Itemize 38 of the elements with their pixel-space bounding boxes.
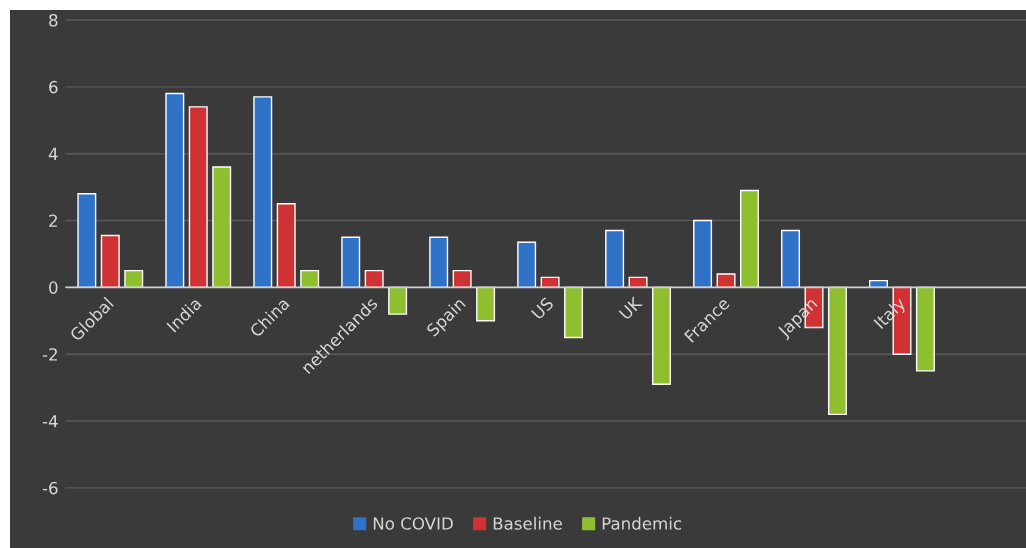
bar	[429, 236, 449, 289]
bar	[693, 219, 713, 289]
bar	[652, 286, 672, 385]
bar	[276, 203, 296, 289]
y-tick-label: 6	[49, 80, 58, 94]
bar	[300, 269, 320, 289]
bar	[827, 286, 847, 416]
y-tick-label: -2	[42, 348, 57, 361]
bar	[781, 229, 801, 289]
bar	[605, 229, 625, 289]
bar	[716, 273, 736, 289]
bar	[212, 166, 232, 289]
bar	[915, 286, 935, 372]
bar	[476, 286, 496, 322]
bar	[253, 96, 273, 289]
bar	[341, 236, 361, 289]
x-tick-label: US	[530, 296, 555, 320]
y-tick-label: -6	[42, 481, 58, 495]
y-tick-label: 8	[49, 13, 58, 27]
y-tick-label: 0	[49, 281, 58, 294]
bar	[188, 106, 208, 289]
legend-label: Baseline	[493, 516, 562, 530]
bar	[165, 92, 185, 289]
x-tick-label: UK	[618, 295, 644, 321]
bar	[364, 269, 384, 289]
y-tick-label: -4	[42, 415, 58, 428]
y-tick-label: 4	[48, 147, 58, 161]
bar	[564, 286, 584, 339]
bar	[77, 193, 97, 289]
bar	[452, 269, 472, 289]
legend-label: Pandemic	[602, 516, 682, 530]
legend-label: No COVID	[373, 517, 453, 530]
bar	[388, 286, 408, 315]
bar	[517, 241, 537, 289]
bar	[124, 269, 144, 289]
bar	[740, 189, 759, 289]
bar	[100, 234, 120, 289]
y-tick-label: 2	[49, 214, 57, 227]
